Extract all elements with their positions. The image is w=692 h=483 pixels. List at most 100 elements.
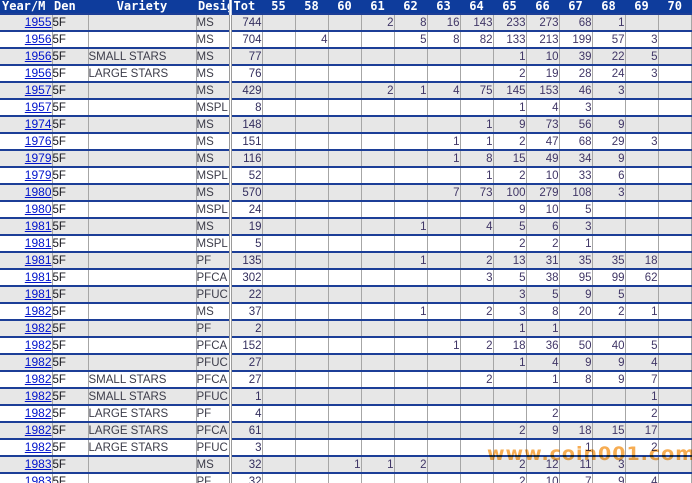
grade-cell-55 (262, 473, 296, 483)
grade-cell-64 (460, 65, 494, 83)
grade-cell-62 (394, 354, 428, 372)
year-link[interactable]: 1982 (24, 423, 52, 437)
grade-cell-69 (625, 150, 659, 168)
year-link[interactable]: 1981 (24, 253, 52, 267)
year-cell: 1979 (0, 167, 53, 185)
grade-cell-68 (592, 99, 626, 117)
year-cell: 1955 (0, 14, 53, 32)
tot-cell: 135 (228, 252, 263, 270)
grade-cell-70 (658, 184, 692, 202)
grade-cell-68: 3 (592, 456, 626, 474)
year-link[interactable]: 1980 (24, 185, 52, 199)
year-link[interactable]: 1979 (24, 151, 52, 165)
year-link[interactable]: 1982 (24, 321, 52, 335)
grade-cell-55 (262, 14, 296, 32)
year-link[interactable]: 1982 (24, 389, 52, 403)
grade-cell-62 (394, 439, 428, 457)
grade-cell-58 (295, 405, 329, 423)
grade-cell-63 (427, 116, 461, 134)
grade-cell-67: 68 (559, 133, 593, 151)
grade-cell-67: 95 (559, 269, 593, 287)
year-link[interactable]: 1955 (24, 15, 52, 29)
year-link[interactable]: 1981 (24, 287, 52, 301)
grade-cell-67: 1 (559, 439, 593, 457)
year-link[interactable]: 1957 (24, 83, 52, 97)
column-header-grade-63: 63 (427, 0, 460, 15)
grade-cell-64 (460, 405, 494, 423)
year-link[interactable]: 1981 (24, 270, 52, 284)
grade-cell-61 (361, 48, 395, 66)
table-row: 1976 5F MS 151 1 1 2 47 68 29 3 (0, 133, 692, 151)
desig-cell: PFCA (196, 269, 231, 287)
table-row: 1982 5F SMALL STARS PFCA 27 2 1 8 9 7 (0, 371, 692, 389)
desig-cell: PFCA (196, 371, 231, 389)
year-link[interactable]: 1982 (24, 406, 52, 420)
grade-cell-62 (394, 48, 428, 66)
year-link[interactable]: 1976 (24, 134, 52, 148)
column-header-grade-62: 62 (394, 0, 427, 15)
tot-cell: 19 (228, 218, 263, 236)
grade-cell-63 (427, 269, 461, 287)
grade-cell-70 (658, 65, 692, 83)
year-link[interactable]: 1956 (24, 49, 52, 63)
variety-cell (88, 456, 197, 474)
column-header-grade-65: 65 (493, 0, 526, 15)
table-row: 1983 5F MS 32 1 1 2 2 12 11 3 (0, 456, 692, 474)
grade-cell-65 (493, 388, 527, 406)
variety-cell (88, 167, 197, 185)
desig-cell: MS (196, 218, 231, 236)
grade-cell-63 (427, 405, 461, 423)
grade-cell-69: 5 (625, 337, 659, 355)
year-link[interactable]: 1980 (24, 202, 52, 216)
grade-cell-64: 2 (460, 337, 494, 355)
grade-cell-62: 1 (394, 303, 428, 321)
grade-cell-68: 6 (592, 167, 626, 185)
grade-cell-64: 2 (460, 252, 494, 270)
year-link[interactable]: 1983 (24, 457, 52, 471)
grade-cell-65: 2 (493, 167, 527, 185)
den-cell: 5F (52, 99, 89, 117)
variety-cell (88, 150, 197, 168)
desig-cell: PFUC (196, 286, 231, 304)
grade-cell-62 (394, 133, 428, 151)
desig-cell: MS (196, 31, 231, 49)
year-link[interactable]: 1956 (24, 32, 52, 46)
grade-cell-62 (394, 422, 428, 440)
grade-cell-68 (592, 320, 626, 338)
year-link[interactable]: 1982 (24, 338, 52, 352)
desig-cell: MS (196, 116, 231, 134)
grade-cell-60: 1 (328, 456, 362, 474)
year-link[interactable]: 1974 (24, 117, 52, 131)
grade-cell-60 (328, 14, 362, 32)
grade-cell-60 (328, 133, 362, 151)
tot-cell: 570 (228, 184, 263, 202)
grade-cell-58 (295, 235, 329, 253)
column-header-tot: Tot (228, 0, 262, 15)
variety-cell (88, 252, 197, 270)
grade-cell-61 (361, 337, 395, 355)
grade-cell-60 (328, 286, 362, 304)
year-link[interactable]: 1982 (24, 372, 52, 386)
grade-cell-65: 1 (493, 354, 527, 372)
grade-cell-65: 2 (493, 473, 527, 483)
desig-cell: MSPL (196, 99, 231, 117)
grade-cell-65: 2 (493, 235, 527, 253)
year-link[interactable]: 1957 (24, 100, 52, 114)
den-cell: 5F (52, 14, 89, 32)
variety-cell (88, 320, 197, 338)
grade-cell-68: 2 (592, 303, 626, 321)
year-link[interactable]: 1981 (24, 236, 52, 250)
year-cell: 1982 (0, 439, 53, 457)
table-row: 1981 5F MSPL 5 2 2 1 (0, 235, 692, 253)
variety-cell: LARGE STARS (88, 405, 197, 423)
den-cell: 5F (52, 405, 89, 423)
year-link[interactable]: 1982 (24, 440, 52, 454)
year-link[interactable]: 1979 (24, 168, 52, 182)
year-link[interactable]: 1982 (24, 355, 52, 369)
year-link[interactable]: 1956 (24, 66, 52, 80)
year-link[interactable]: 1982 (24, 304, 52, 318)
grade-cell-64 (460, 286, 494, 304)
year-link[interactable]: 1981 (24, 219, 52, 233)
year-link[interactable]: 1983 (24, 474, 52, 483)
grade-cell-64 (460, 235, 494, 253)
